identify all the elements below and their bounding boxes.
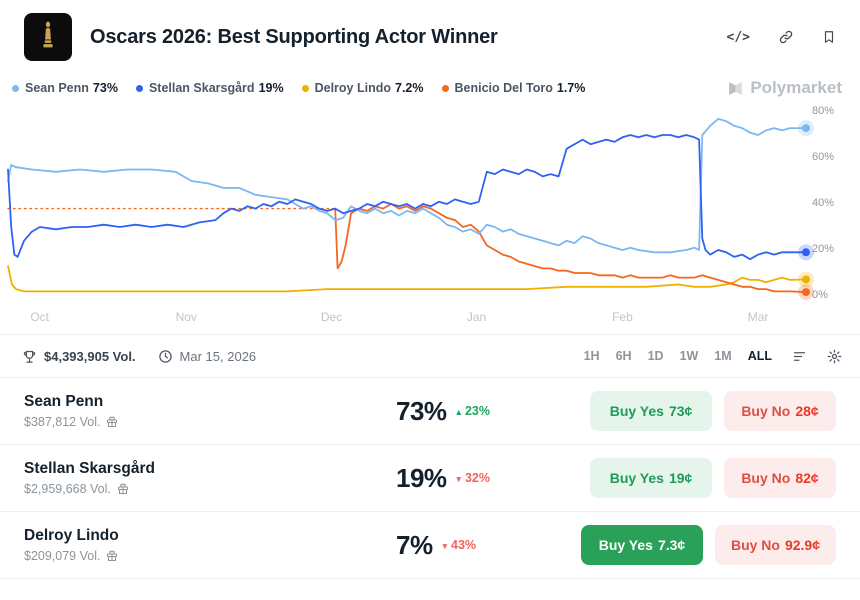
outcome-odds: 7% ▼ 43%: [396, 530, 581, 561]
outcome-volume: $2,959,668 Vol.: [24, 482, 396, 496]
y-axis-label: 60%: [812, 151, 835, 163]
legend-dot-icon: [135, 84, 143, 92]
legend-pct: 1.7%: [556, 81, 586, 95]
outcome-info: Stellan Skarsgård $2,959,668 Vol.: [24, 460, 396, 496]
time-range-selector: 1H 6H 1D 1W 1M ALL: [568, 347, 772, 365]
outcome-row: Sean Penn $387,812 Vol. 73% ▲ 23% Buy Yes 73…: [0, 378, 860, 445]
legend-dot-icon: [441, 84, 449, 92]
buy-no-button[interactable]: Buy No 28¢: [724, 391, 836, 431]
outcome-info: Delroy Lindo $209,079 Vol.: [24, 527, 396, 563]
settings-gear-icon[interactable]: [827, 349, 842, 364]
outcome-buttons: Buy Yes 73¢ Buy No 28¢: [590, 391, 836, 431]
buy-no-button[interactable]: Buy No 92.9¢: [714, 525, 836, 565]
outcome-odds: 73% ▲ 23%: [396, 396, 590, 427]
embed-icon[interactable]: </>: [726, 29, 750, 45]
outcome-change: ▼ 43%: [440, 538, 477, 552]
volume-stat: $4,393,905 Vol.: [22, 349, 136, 364]
outcome-pct: 19%: [396, 462, 447, 493]
y-axis-label: 40%: [812, 197, 835, 209]
outcome-odds: 19% ▼ 32%: [396, 463, 590, 494]
total-volume: $4,393,905 Vol.: [44, 348, 136, 364]
x-axis-label: Nov: [175, 310, 197, 324]
range-1w[interactable]: 1W: [679, 349, 699, 363]
y-axis-label: 0%: [812, 289, 828, 301]
trophy-icon: [22, 349, 37, 364]
legend-item[interactable]: Stellan Skarsgård 19%: [135, 81, 284, 95]
arrow-down-icon: ▼: [440, 541, 449, 551]
outcome-pct: 73%: [396, 395, 447, 426]
buy-yes-button[interactable]: Buy Yes 73¢: [590, 391, 712, 431]
outcome-row: Delroy Lindo $209,079 Vol. 7% ▼ 43% Buy Yes …: [0, 512, 860, 579]
legend-dot-icon: [12, 84, 19, 92]
watermark-text: Polymarket: [750, 78, 842, 97]
buy-yes-button[interactable]: Buy Yes 19¢: [590, 458, 712, 498]
polymarket-logo-icon: [729, 81, 743, 95]
range-all[interactable]: ALL: [747, 349, 772, 363]
outcome-volume: $209,079 Vol.: [24, 549, 396, 563]
x-axis-label: Oct: [30, 310, 50, 324]
legend-item[interactable]: Delroy Lindo 7.2%: [301, 81, 424, 95]
polymarket-watermark: Polymarket: [727, 78, 842, 98]
trades-list-icon[interactable]: [792, 349, 807, 364]
y-axis-label: 20%: [812, 243, 835, 255]
x-axis-label: Feb: [612, 310, 633, 324]
oscar-statuette-icon: [43, 21, 53, 48]
y-axis-label: 80%: [812, 105, 835, 117]
stats-bar: $4,393,905 Vol. Mar 15, 2026 1H 6H 1D 1W 1M A…: [0, 334, 860, 378]
stats-right: 1H 6H 1D 1W 1M ALL: [568, 347, 842, 365]
header-actions: </>: [727, 29, 836, 45]
legend-dot-icon: [301, 84, 309, 92]
outcome-change: ▼ 32%: [454, 471, 490, 485]
x-axis-label: Jan: [466, 310, 487, 324]
arrow-up-icon: ▲: [454, 407, 463, 417]
legend-row: Sean Penn 73% Stellan Skarsgård 19% Delroy L…: [0, 70, 860, 100]
outcome-info: Sean Penn $387,812 Vol.: [24, 393, 396, 429]
outcome-buttons: Buy Yes 19¢ Buy No 82¢: [590, 458, 836, 498]
buy-yes-button[interactable]: Buy Yes 7.3¢: [580, 525, 703, 565]
outcomes-list: Sean Penn $387,812 Vol. 73% ▲ 23% Buy Yes 73…: [0, 378, 860, 579]
gift-icon[interactable]: [117, 483, 129, 495]
page-title: Oscars 2026: Best Supporting Actor Winne…: [90, 25, 498, 48]
stats-left: $4,393,905 Vol. Mar 15, 2026: [22, 349, 256, 364]
legend: Sean Penn 73% Stellan Skarsgård 19% Delroy L…: [12, 81, 603, 95]
range-1m[interactable]: 1M: [714, 349, 732, 363]
outcome-name: Sean Penn: [24, 393, 104, 410]
gift-icon[interactable]: [106, 416, 118, 428]
chart-canvas[interactable]: [7, 104, 814, 304]
outcome-buttons: Buy Yes 7.3¢ Buy No 92.9¢: [580, 525, 836, 565]
range-6h[interactable]: 6H: [615, 349, 632, 363]
x-axis-label: Dec: [320, 310, 343, 324]
outcome-row: Stellan Skarsgård $2,959,668 Vol. 19% ▼ 32%…: [0, 445, 860, 512]
x-axis-label: Mar: [747, 310, 769, 324]
outcome-name: Delroy Lindo: [24, 527, 119, 544]
legend-name: Stellan Skarsgård: [148, 81, 255, 95]
range-1h[interactable]: 1H: [583, 349, 600, 363]
outcome-change: ▲ 23%: [454, 404, 490, 418]
outcome-pct: 7%: [396, 529, 433, 560]
bookmark-icon[interactable]: [822, 29, 836, 45]
legend-pct: 73%: [92, 81, 118, 95]
clock-icon: [158, 349, 173, 364]
resolution-date: Mar 15, 2026: [179, 348, 257, 364]
legend-pct: 19%: [258, 81, 284, 95]
arrow-down-icon: ▼: [454, 474, 463, 484]
header: Oscars 2026: Best Supporting Actor Winne…: [0, 0, 860, 70]
legend-item[interactable]: Benicio Del Toro 1.7%: [441, 81, 586, 95]
market-thumbnail: [24, 13, 72, 61]
legend-pct: 7.2%: [395, 81, 424, 95]
legend-name: Delroy Lindo: [314, 81, 391, 95]
market-page: Oscars 2026: Best Supporting Actor Winne…: [0, 0, 860, 579]
gift-icon[interactable]: [106, 550, 118, 562]
link-icon[interactable]: [778, 29, 794, 45]
legend-item[interactable]: Sean Penn 73%: [12, 81, 118, 95]
outcome-volume: $387,812 Vol.: [24, 415, 396, 429]
buy-no-button[interactable]: Buy No 82¢: [724, 458, 836, 498]
price-chart[interactable]: 80% 60% 40% 20% 0% Oct Nov Dec Jan Feb Mar: [0, 100, 860, 334]
range-1d[interactable]: 1D: [647, 349, 664, 363]
outcome-name: Stellan Skarsgård: [24, 460, 155, 477]
legend-name: Benicio Del Toro: [454, 81, 553, 95]
legend-name: Sean Penn: [25, 81, 89, 95]
date-stat: Mar 15, 2026: [158, 348, 257, 364]
